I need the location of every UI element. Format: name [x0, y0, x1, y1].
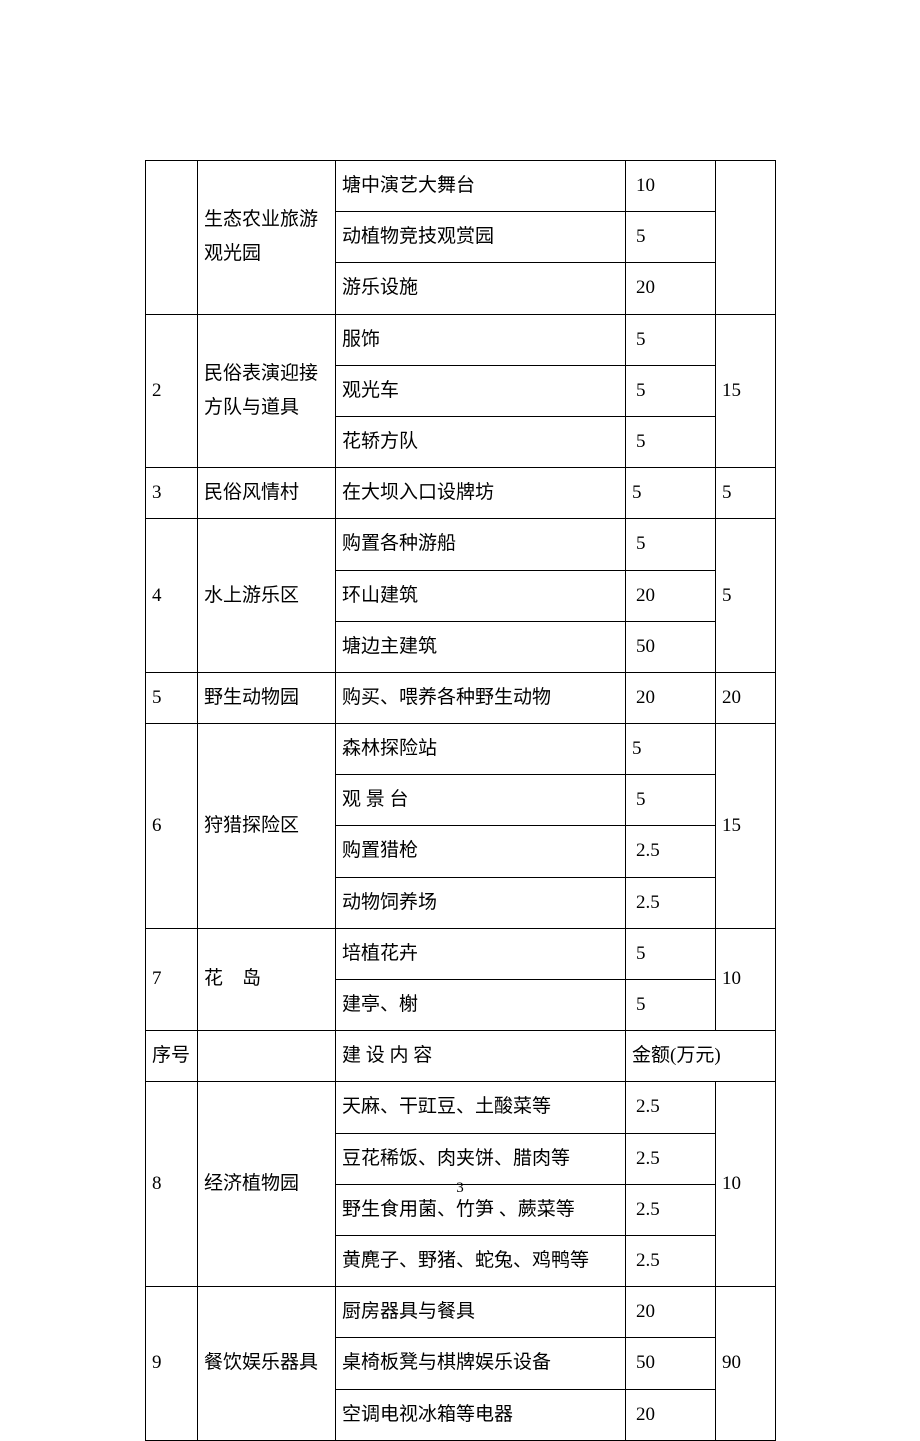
cell-amount: 20 [626, 263, 716, 314]
cell-item: 动植物竞技观赏园 [336, 212, 626, 263]
cell-item: 黄麂子、野猪、蛇兔、鸡鸭等 [336, 1235, 626, 1286]
cell-item: 购置各种游船 [336, 519, 626, 570]
cell-amount: 10 [626, 161, 716, 212]
cell-total: 15 [716, 314, 776, 468]
cell-no: 9 [146, 1287, 198, 1441]
cell-item: 豆花稀饭、肉夹饼、腊肉等 [336, 1133, 626, 1184]
document-page: 生态农业旅游观光园 塘中演艺大舞台 10 动植物竞技观赏园 5 游乐设施 20 … [145, 160, 775, 1441]
cell-total: 90 [716, 1287, 776, 1441]
table-row: 2 民俗表演迎接方队与道具 服饰 5 15 [146, 314, 776, 365]
table-row: 5 野生动物园 购买、喂养各种野生动物 20 20 [146, 672, 776, 723]
cell-total: 15 [716, 724, 776, 929]
cell-amount: 5 [626, 928, 716, 979]
budget-table: 生态农业旅游观光园 塘中演艺大舞台 10 动植物竞技观赏园 5 游乐设施 20 … [145, 160, 776, 1441]
cell-amount: 2.5 [626, 1235, 716, 1286]
page-number: 3 [0, 1180, 920, 1197]
cell-amount: 5 [626, 416, 716, 467]
table-row: 8 经济植物园 天麻、干豇豆、土酸菜等 2.5 10 [146, 1082, 776, 1133]
cell-category: 狩猎探险区 [198, 724, 336, 929]
table-row: 6 狩猎探险区 森林探险站 5 15 [146, 724, 776, 775]
cell-category: 民俗风情村 [198, 468, 336, 519]
cell-total: 5 [716, 519, 776, 673]
table-row: 4 水上游乐区 购置各种游船 5 5 [146, 519, 776, 570]
cell-item: 空调电视冰箱等电器 [336, 1389, 626, 1440]
table-row: 7 花 岛 培植花卉 5 10 [146, 928, 776, 979]
header-cat [198, 1031, 336, 1082]
cell-item: 环山建筑 [336, 570, 626, 621]
cell-amount: 5 [626, 314, 716, 365]
cell-item: 厨房器具与餐具 [336, 1287, 626, 1338]
cell-no: 6 [146, 724, 198, 929]
table-row: 9 餐饮娱乐器具 厨房器具与餐具 20 90 [146, 1287, 776, 1338]
table-row: 生态农业旅游观光园 塘中演艺大舞台 10 [146, 161, 776, 212]
cell-amount: 5 [626, 365, 716, 416]
cell-item: 塘边主建筑 [336, 621, 626, 672]
header-item: 建 设 内 容 [336, 1031, 626, 1082]
cell-category: 水上游乐区 [198, 519, 336, 673]
cell-category: 野生动物园 [198, 672, 336, 723]
cell-no [146, 161, 198, 315]
cell-total: 5 [716, 468, 776, 519]
cell-amount: 5 [626, 724, 716, 775]
cell-amount: 2.5 [626, 1082, 716, 1133]
cell-item: 培植花卉 [336, 928, 626, 979]
cell-category: 生态农业旅游观光园 [198, 161, 336, 315]
cell-amount: 2.5 [626, 826, 716, 877]
cell-total: 10 [716, 928, 776, 1030]
cell-category: 餐饮娱乐器具 [198, 1287, 336, 1441]
cell-item: 森林探险站 [336, 724, 626, 775]
cell-total: 20 [716, 672, 776, 723]
cell-category: 民俗表演迎接方队与道具 [198, 314, 336, 468]
cell-amount: 5 [626, 980, 716, 1031]
cell-item: 塘中演艺大舞台 [336, 161, 626, 212]
cell-amount: 20 [626, 1287, 716, 1338]
cell-amount: 2.5 [626, 877, 716, 928]
table-row: 3 民俗风情村 在大坝入口设牌坊 5 5 [146, 468, 776, 519]
cell-amount: 5 [626, 519, 716, 570]
cell-no: 4 [146, 519, 198, 673]
cell-amount: 50 [626, 1338, 716, 1389]
cell-amount: 20 [626, 1389, 716, 1440]
cell-item: 桌椅板凳与棋牌娱乐设备 [336, 1338, 626, 1389]
cell-item: 游乐设施 [336, 263, 626, 314]
table-header-row: 序号 建 设 内 容 金额(万元) [146, 1031, 776, 1082]
cell-amount: 5 [626, 212, 716, 263]
cell-no: 3 [146, 468, 198, 519]
cell-item: 购买、喂养各种野生动物 [336, 672, 626, 723]
cell-amount: 20 [626, 672, 716, 723]
header-amount: 金额(万元) [626, 1031, 776, 1082]
cell-no: 2 [146, 314, 198, 468]
cell-item: 观 景 台 [336, 775, 626, 826]
cell-item: 天麻、干豇豆、土酸菜等 [336, 1082, 626, 1133]
cell-amount: 2.5 [626, 1133, 716, 1184]
cell-amount: 5 [626, 775, 716, 826]
cell-item: 购置猎枪 [336, 826, 626, 877]
cell-item: 动物饲养场 [336, 877, 626, 928]
cell-no: 5 [146, 672, 198, 723]
cell-category: 花 岛 [198, 928, 336, 1030]
cell-amount: 20 [626, 570, 716, 621]
cell-item: 服饰 [336, 314, 626, 365]
header-no: 序号 [146, 1031, 198, 1082]
cell-item: 花轿方队 [336, 416, 626, 467]
cell-item: 建亭、榭 [336, 980, 626, 1031]
cell-item: 在大坝入口设牌坊 [336, 468, 626, 519]
cell-item: 观光车 [336, 365, 626, 416]
cell-amount: 50 [626, 621, 716, 672]
cell-amount: 5 [626, 468, 716, 519]
cell-total [716, 161, 776, 315]
cell-no: 7 [146, 928, 198, 1030]
